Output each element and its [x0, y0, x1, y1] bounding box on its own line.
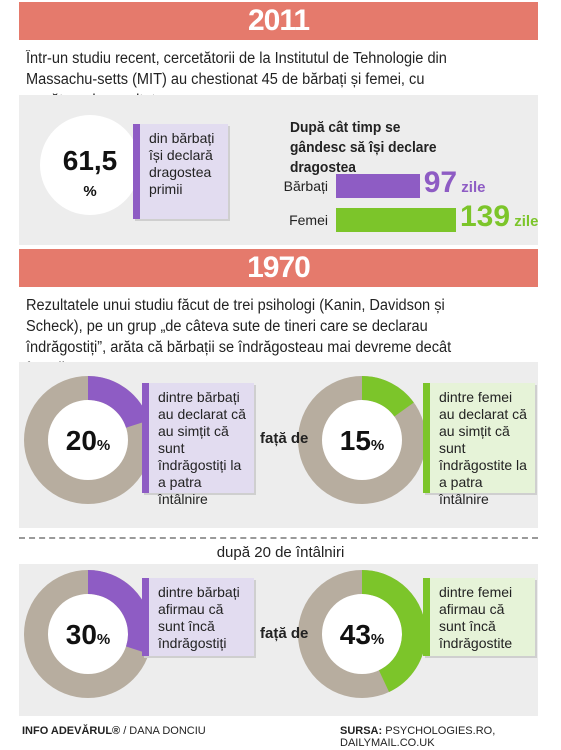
source-label: SURSA:: [340, 725, 383, 737]
stat-circle: [40, 115, 140, 215]
stat-unit: %: [83, 183, 97, 200]
donut-3: 43%: [298, 570, 426, 698]
men-label-1: dintre bărbați au declarat că au simțit …: [142, 383, 254, 507]
year-1970: 1970: [247, 251, 311, 284]
donut-label-2: 30%: [66, 619, 111, 650]
bar-1: [336, 208, 456, 232]
bar-value-1: 139 zile: [460, 200, 539, 233]
bar-value-0: 97 zile: [423, 166, 486, 199]
bar-label-0: Bărbați: [283, 178, 328, 194]
banner-2011: 2011: [19, 2, 538, 40]
after-20-title: după 20 de întâlniri: [216, 544, 345, 561]
bar-0: [336, 174, 420, 198]
stat-label-2011: din bărbați își declară dragostea primii: [133, 124, 228, 219]
stat-number: 61,5: [62, 145, 118, 176]
footer-brand: INFO ADEVĂRUL®: [22, 725, 121, 737]
footer-source: SURSA: PSYCHOLOGIES.RO, DAILYMAIL.CO.UK: [340, 725, 561, 749]
footer-author: / DANA DONCIU: [120, 725, 206, 737]
donut-slice-0: [24, 376, 152, 504]
intro-1970: Rezultatele unui studiu făcut de trei ps…: [26, 297, 452, 377]
women-label-1: dintre femei au declarat că au simțit că…: [423, 383, 535, 507]
bar-label-1: Femei: [289, 212, 328, 228]
men-label-2: dintre bărbați afirmau că sunt încă îndr…: [142, 578, 254, 656]
bar-chart-title: După cât timp se gândesc să își declare …: [290, 119, 437, 176]
donut-slice-1: [298, 376, 426, 504]
compare-label-1: față de: [260, 430, 309, 447]
women-label-2: dintre femei afirmau că sunt încă îndrăg…: [423, 578, 535, 656]
divider: [19, 537, 538, 539]
donut-slice-3: [298, 570, 426, 698]
stat-value-2011: 61,5 %: [40, 145, 140, 209]
donut-1: 15%: [298, 376, 426, 504]
compare-label-2: față de: [260, 625, 309, 642]
donut-label-0: 20%: [66, 425, 111, 456]
donut-slice-2: [24, 570, 152, 698]
donut-label-3: 43%: [340, 619, 385, 650]
banner-1970: 1970: [19, 249, 538, 287]
donut-2: 30%: [24, 570, 152, 698]
year-2011: 2011: [247, 4, 310, 37]
donut-0: 20%: [24, 376, 152, 504]
donut-label-1: 15%: [340, 425, 385, 456]
source-text: PSYCHOLOGIES.RO, DAILYMAIL.CO.UK: [340, 725, 496, 749]
footer-credit: INFO ADEVĂRUL® / DANA DONCIU: [22, 725, 206, 737]
